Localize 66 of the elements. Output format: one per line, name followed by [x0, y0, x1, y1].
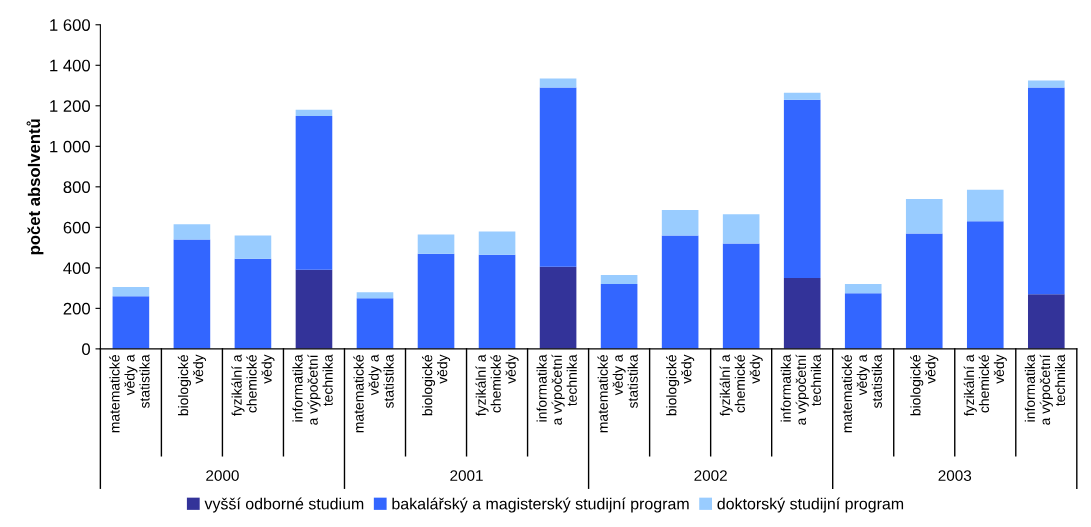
- legend-label: bakalářský a magisterský studijní program: [392, 497, 689, 513]
- bar: [539, 78, 577, 88]
- bar: [173, 224, 211, 240]
- y-tick-label: 1 400: [50, 59, 90, 72]
- x-tick-label: matematické vědy a statistika: [109, 354, 150, 433]
- y-tick-label: 400: [63, 262, 90, 275]
- bar: [600, 274, 638, 285]
- bar: [295, 115, 333, 270]
- bar: [478, 231, 516, 255]
- bar: [722, 243, 760, 349]
- x-tick-label: fyzikální a chemické vědy: [963, 354, 1007, 416]
- x-tick-label: informatika a výpočetní technika: [1024, 354, 1066, 425]
- x-tick-label: fyzikální a chemické vědy: [719, 354, 763, 416]
- x-tick-label: fyzikální a chemické vědy: [231, 354, 275, 416]
- bar: [356, 298, 394, 349]
- bar: [173, 239, 211, 349]
- y-tick-label: 600: [63, 221, 90, 234]
- text: 2003: [938, 470, 972, 481]
- y-tick-label: 200: [63, 302, 90, 315]
- bar: [844, 293, 882, 349]
- bar: [783, 92, 821, 100]
- x-tick-label: biologické vědy: [177, 354, 206, 416]
- y-tick-label: 1 600: [50, 19, 90, 31]
- bar: [661, 210, 699, 236]
- bar: [417, 234, 455, 254]
- y-tick-label: 800: [63, 181, 90, 194]
- bar: [905, 198, 943, 234]
- y-axis-title: počet absolventů: [26, 119, 44, 255]
- bar: [1027, 80, 1065, 88]
- x-tick-label: informatika a výpočetní technika: [536, 354, 577, 425]
- bar: [112, 287, 150, 297]
- bar: [1027, 87, 1065, 295]
- bar: [295, 109, 333, 116]
- bar: [1027, 294, 1065, 349]
- bar: [661, 235, 699, 349]
- x-tick-label: informatika a výpočetní technika: [780, 354, 821, 425]
- x-tick-label: biologické vědy: [666, 354, 695, 416]
- x-tick-label: fyzikální a chemické vědy: [475, 354, 519, 416]
- legend-label: vyšší odborné studium: [204, 497, 364, 513]
- text: 2000: [206, 470, 239, 481]
- bar: [417, 253, 455, 349]
- legend-label: doktorský studijní program: [717, 497, 904, 513]
- bar: [295, 269, 333, 349]
- y-tick-label: 1 200: [50, 100, 90, 112]
- y-tick-label: 1 000: [50, 140, 90, 153]
- bar: [783, 99, 821, 278]
- bar: [539, 87, 577, 267]
- bar: [478, 254, 516, 349]
- bar: [356, 292, 394, 299]
- bar: [783, 277, 821, 349]
- x-tick-label: biologické vědy: [910, 354, 939, 416]
- bar: [112, 296, 150, 349]
- text: 2002: [694, 470, 727, 481]
- bar: [966, 221, 1004, 349]
- bar: [234, 235, 272, 259]
- x-tick-label: biologické vědy: [421, 354, 451, 416]
- y-tick-label: 0: [82, 343, 90, 356]
- bar: [234, 258, 272, 349]
- bar: [722, 214, 760, 244]
- bar: [539, 266, 577, 349]
- bar: [905, 233, 943, 349]
- bar: [600, 284, 638, 349]
- text: 2001: [450, 470, 483, 481]
- bar: [966, 189, 1004, 222]
- bar: [844, 284, 882, 294]
- x-tick-label: informatika a výpočetní technika: [292, 354, 333, 425]
